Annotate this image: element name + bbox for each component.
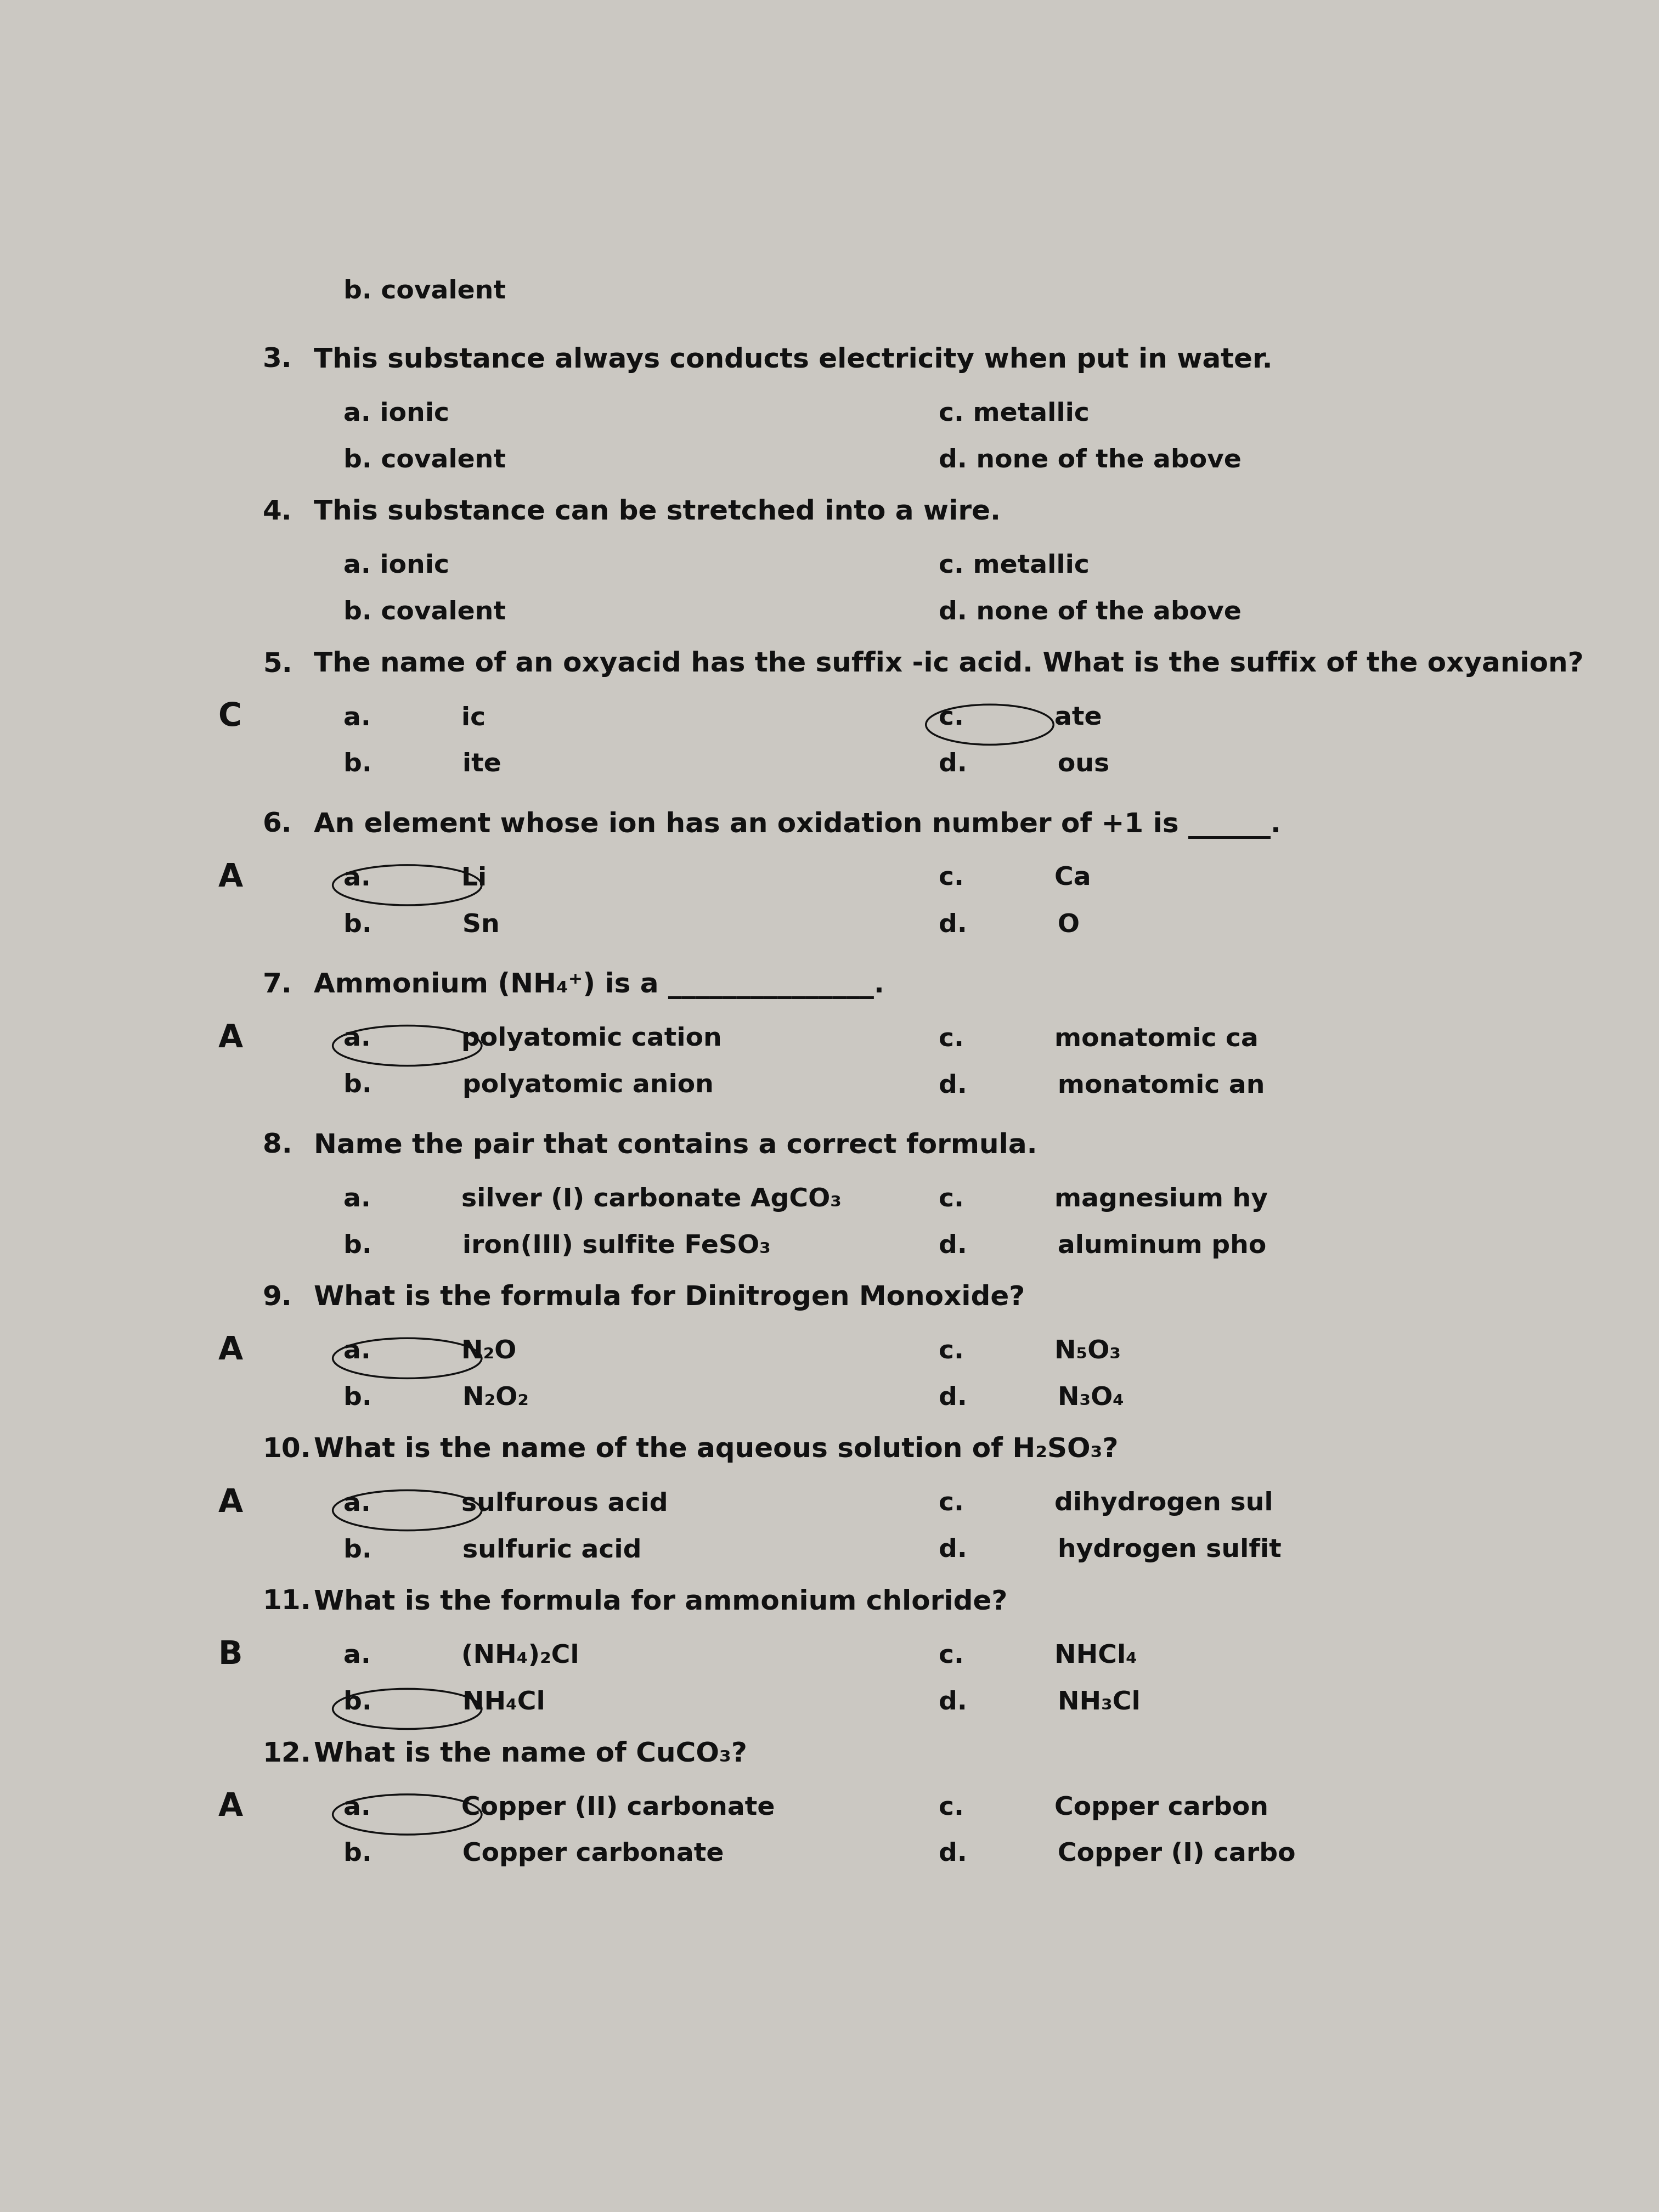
Text: a.          silver (I) carbonate AgCO₃: a. silver (I) carbonate AgCO₃ xyxy=(343,1188,841,1212)
Text: c.          dihydrogen sul: c. dihydrogen sul xyxy=(939,1491,1272,1515)
Text: 3.: 3. xyxy=(262,347,292,374)
Text: Name the pair that contains a correct formula.: Name the pair that contains a correct fo… xyxy=(314,1133,1037,1159)
Text: A: A xyxy=(217,1022,242,1053)
Text: b.          polyatomic anion: b. polyatomic anion xyxy=(343,1073,713,1097)
Text: a.          N₂O: a. N₂O xyxy=(343,1338,516,1365)
Text: Ammonium (NH₄⁺) is a _______________.: Ammonium (NH₄⁺) is a _______________. xyxy=(314,971,884,1000)
Text: This substance always conducts electricity when put in water.: This substance always conducts electrici… xyxy=(314,347,1272,374)
Text: d.          O: d. O xyxy=(939,914,1080,938)
Text: b.          Sn: b. Sn xyxy=(343,914,499,938)
Text: A: A xyxy=(217,1486,242,1517)
Text: c.          N₅O₃: c. N₅O₃ xyxy=(939,1338,1121,1365)
Text: a.          ic: a. ic xyxy=(343,706,486,730)
Text: 10.: 10. xyxy=(262,1436,312,1462)
Text: What is the name of CuCO₃?: What is the name of CuCO₃? xyxy=(314,1741,747,1767)
Text: 6.: 6. xyxy=(262,812,292,838)
Text: d.          N₃O₄: d. N₃O₄ xyxy=(939,1385,1125,1411)
Text: d.          hydrogen sulfit: d. hydrogen sulfit xyxy=(939,1537,1281,1562)
Text: 4.: 4. xyxy=(262,498,292,524)
Text: c.          Ca: c. Ca xyxy=(939,867,1092,891)
Text: c. metallic: c. metallic xyxy=(939,400,1090,427)
Text: What is the formula for Dinitrogen Monoxide?: What is the formula for Dinitrogen Monox… xyxy=(314,1285,1025,1312)
Text: d.          monatomic an: d. monatomic an xyxy=(939,1073,1264,1097)
Text: b.          N₂O₂: b. N₂O₂ xyxy=(343,1385,529,1411)
Text: d. none of the above: d. none of the above xyxy=(939,599,1241,624)
Text: c.          Copper carbon: c. Copper carbon xyxy=(939,1796,1269,1820)
Text: d.          ous: d. ous xyxy=(939,752,1110,776)
Text: b. covalent: b. covalent xyxy=(343,599,506,624)
Text: b.          sulfuric acid: b. sulfuric acid xyxy=(343,1537,642,1562)
Text: 8.: 8. xyxy=(262,1133,292,1159)
Text: b. covalent: b. covalent xyxy=(343,279,506,303)
Text: c.          magnesium hy: c. magnesium hy xyxy=(939,1188,1267,1212)
Text: C: C xyxy=(217,701,242,732)
Text: b.          Copper carbonate: b. Copper carbonate xyxy=(343,1843,723,1867)
Text: c.          monatomic ca: c. monatomic ca xyxy=(939,1026,1259,1051)
Text: b.          NH₄Cl: b. NH₄Cl xyxy=(343,1690,546,1714)
Text: What is the name of the aqueous solution of H₂SO₃?: What is the name of the aqueous solution… xyxy=(314,1436,1118,1462)
Text: A: A xyxy=(217,1792,242,1823)
Text: An element whose ion has an oxidation number of +1 is ______.: An element whose ion has an oxidation nu… xyxy=(314,812,1281,838)
Text: c.          NHCl₄: c. NHCl₄ xyxy=(939,1644,1136,1668)
Text: d. none of the above: d. none of the above xyxy=(939,449,1241,473)
Text: d.          NH₃Cl: d. NH₃Cl xyxy=(939,1690,1140,1714)
Text: a. ionic: a. ionic xyxy=(343,553,450,577)
Text: What is the formula for ammonium chloride?: What is the formula for ammonium chlorid… xyxy=(314,1588,1007,1615)
Text: c. metallic: c. metallic xyxy=(939,553,1090,577)
Text: 5.: 5. xyxy=(262,650,292,677)
Text: d.          aluminum pho: d. aluminum pho xyxy=(939,1234,1266,1259)
Text: b.          iron(III) sulfite FeSO₃: b. iron(III) sulfite FeSO₃ xyxy=(343,1234,771,1259)
Text: b.          ite: b. ite xyxy=(343,752,501,776)
Text: a. ionic: a. ionic xyxy=(343,400,450,427)
Text: a.          Copper (II) carbonate: a. Copper (II) carbonate xyxy=(343,1796,775,1820)
Text: 7.: 7. xyxy=(262,971,292,998)
Text: B: B xyxy=(217,1639,242,1670)
Text: a.          (NH₄)₂Cl: a. (NH₄)₂Cl xyxy=(343,1644,579,1668)
Text: 9.: 9. xyxy=(262,1285,292,1312)
Text: d.          Copper (I) carbo: d. Copper (I) carbo xyxy=(939,1843,1296,1867)
Text: 11.: 11. xyxy=(262,1588,312,1615)
Text: a.          Li: a. Li xyxy=(343,867,486,891)
Text: b. covalent: b. covalent xyxy=(343,449,506,473)
Text: A: A xyxy=(217,1336,242,1367)
Text: The name of an oxyacid has the suffix -ic acid. What is the suffix of the oxyani: The name of an oxyacid has the suffix -i… xyxy=(314,650,1583,677)
Text: c.          ate: c. ate xyxy=(939,706,1102,730)
Text: A: A xyxy=(217,863,242,894)
Text: a.          polyatomic cation: a. polyatomic cation xyxy=(343,1026,722,1051)
Text: This substance can be stretched into a wire.: This substance can be stretched into a w… xyxy=(314,498,1000,524)
Text: a.          sulfurous acid: a. sulfurous acid xyxy=(343,1491,669,1515)
Text: 12.: 12. xyxy=(262,1741,312,1767)
